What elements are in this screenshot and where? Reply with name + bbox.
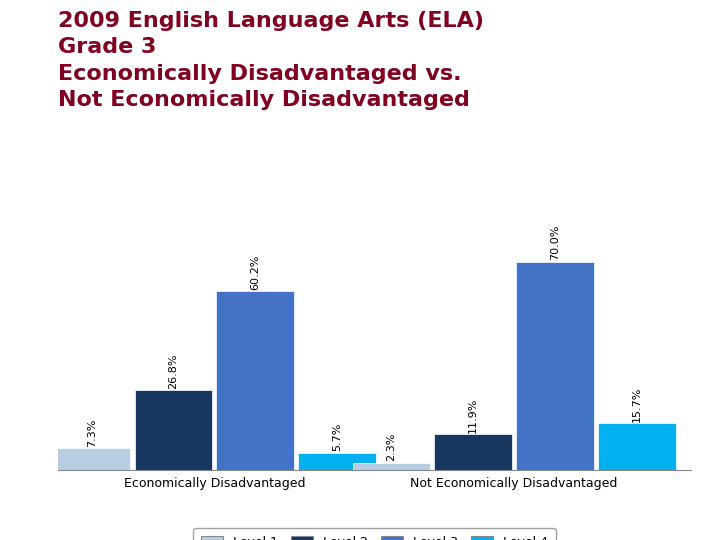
- Bar: [53, 448, 130, 470]
- Text: 2.3%: 2.3%: [387, 433, 397, 462]
- Text: 2009 English Language Arts (ELA)
Grade 3
Economically Disadvantaged vs.
Not Econ: 2009 English Language Arts (ELA) Grade 3…: [58, 11, 484, 110]
- Bar: [353, 463, 431, 470]
- Text: 5.7%: 5.7%: [332, 423, 342, 451]
- Text: 7.3%: 7.3%: [86, 418, 96, 447]
- Text: 26.8%: 26.8%: [168, 353, 179, 389]
- Text: 11.9%: 11.9%: [468, 397, 478, 433]
- Text: 60.2%: 60.2%: [250, 254, 260, 289]
- Bar: [298, 453, 376, 470]
- Bar: [135, 390, 212, 470]
- Bar: [434, 435, 512, 470]
- Text: 70.0%: 70.0%: [550, 225, 560, 260]
- Bar: [516, 262, 594, 470]
- Bar: [216, 291, 294, 470]
- Legend: Level 1, Level 2, Level 3, Level 4: Level 1, Level 2, Level 3, Level 4: [193, 528, 556, 540]
- Bar: [598, 423, 675, 470]
- Text: 15.7%: 15.7%: [631, 386, 642, 422]
